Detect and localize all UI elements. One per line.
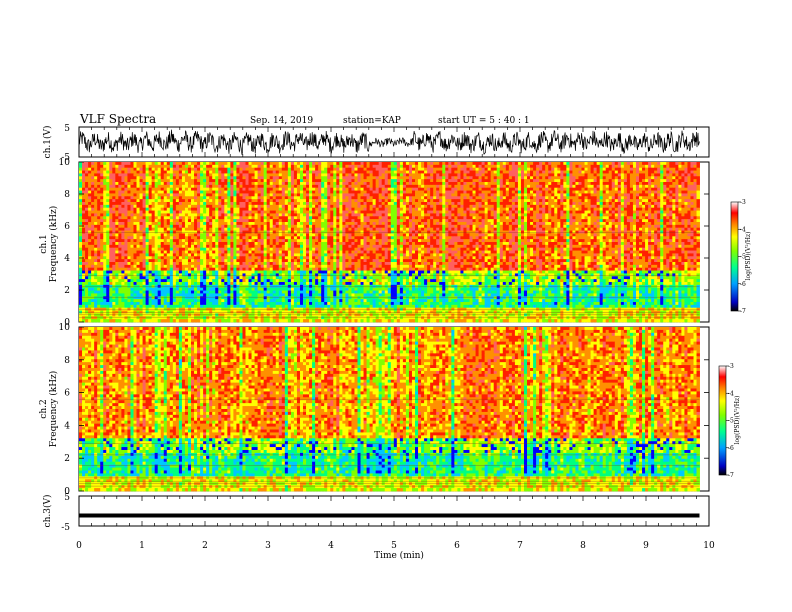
ch1-colorbar-ticks: -3 -4 -5 -6 -7	[738, 199, 746, 315]
ch2-colorbar-tick--4: -4	[728, 390, 734, 397]
ch2-spectrogram-yticks: 0 2 4 6 8 10	[59, 323, 709, 497]
ch1-frequency-ylabel: Frequency (kHz)	[48, 206, 59, 283]
time-tick-0: 0	[76, 541, 82, 551]
ch2-channel-label: ch.2	[39, 399, 49, 418]
ch1-spectrogram-yticks: 0 2 4 6 8 10	[59, 158, 709, 328]
start-time-label: start UT = 5 : 40 : 1	[438, 116, 530, 126]
ch1-waveform-ylabel: ch.1(V)	[42, 126, 53, 159]
ch1-colorbar-label: log(PSD)(V²/Hz)	[745, 232, 752, 281]
ch3-waveform-ylabel: ch.3(V)	[42, 495, 53, 528]
ch1-spec-ytick-0: 0	[64, 318, 70, 328]
ch1-colorbar-tick--6: -6	[740, 281, 746, 288]
ch1-ytick-top: 5	[64, 124, 70, 134]
ch1-colorbar-tick--4: -4	[740, 226, 746, 233]
ch2-colorbar-label: log(PSD)(V²/Hz)	[734, 396, 741, 445]
ch1-colorbar-tick--7: -7	[740, 308, 746, 315]
ch2-colorbar-bar	[718, 365, 727, 476]
ch2-colorbar-tick--7: -7	[728, 472, 734, 479]
ch2-spec-ytick-0: 0	[64, 487, 70, 497]
time-tick-1: 1	[139, 541, 145, 551]
ch3-ytick-top: 5	[64, 493, 70, 503]
time-tick-7: 7	[517, 541, 523, 551]
ch2-colorbar-tick--6: -6	[728, 445, 734, 452]
ch2-spec-ytick-8: 8	[64, 356, 70, 366]
ch1-channel-label: ch.1	[39, 234, 49, 253]
ch3-ytick-bottom: -5	[61, 523, 70, 533]
ch2-colorbar-tick--3: -3	[728, 363, 734, 370]
ch1-waveform-xticks	[78, 127, 710, 157]
station-label: station=KAP	[343, 116, 401, 126]
ch3-waveform-xticks	[78, 496, 710, 526]
time-tick-6: 6	[454, 541, 460, 551]
figure-title: VLF Spectra	[79, 112, 156, 126]
ch1-ytick-bottom: -5	[61, 153, 70, 163]
ch1-spec-ytick-8: 8	[64, 190, 70, 200]
ch1-colorbar-tick--5: -5	[740, 254, 746, 261]
time-tick-5: 5	[391, 541, 397, 551]
ch2-colorbar-tick--5: -5	[728, 418, 734, 425]
ch1-spec-ytick-2: 2	[64, 286, 70, 296]
time-tick-10: 10	[703, 541, 715, 551]
time-tick-3: 3	[265, 541, 271, 551]
ch2-colorbar: -3 -4 -5 -6 -7 log(PSD)(V²/Hz)	[718, 363, 741, 479]
ch1-colorbar: -3 -4 -5 -6 -7 log(PSD)(V²/Hz)	[730, 199, 752, 315]
time-axis-label: Time (min)	[374, 550, 424, 561]
ch1-waveform-panel: 5 -5 ch.1(V)	[42, 124, 710, 163]
ch1-spec-ytick-10: 10	[59, 158, 71, 168]
ch1-waveform-line	[79, 129, 700, 155]
ch2-frequency-ylabel: Frequency (kHz)	[48, 371, 59, 448]
ch1-colorbar-bar	[730, 201, 739, 312]
ch2-spectrogram-image	[79, 327, 700, 492]
ch2-spectrogram-panel: 0 2 4 6 8 10 ch.2 Frequency (kHz) -3 -4 -5 -6 -7 …	[39, 323, 741, 497]
ch1-spectrogram-panel: 0 2 4 6 8 10 ch.1 Frequency (kHz) -3 -4 -5 -6 -7 …	[39, 158, 752, 328]
time-tick-4: 4	[328, 541, 334, 551]
ch3-waveform-trace	[79, 513, 700, 518]
ch1-spec-ytick-6: 6	[64, 222, 70, 232]
time-tick-9: 9	[643, 541, 649, 551]
ch2-colorbar-ticks: -3 -4 -5 -6 -7	[726, 363, 734, 479]
time-tick-8: 8	[580, 541, 586, 551]
ch1-colorbar-tick--3: -3	[740, 199, 746, 206]
ch3-waveform-panel: 5 -5 ch.3(V)	[42, 493, 710, 533]
ch2-spec-ytick-6: 6	[64, 389, 70, 399]
ch1-spec-ytick-4: 4	[64, 254, 70, 264]
ch2-spec-ytick-4: 4	[64, 421, 70, 431]
ch2-spec-ytick-10: 10	[59, 323, 71, 333]
ch2-spec-ytick-2: 2	[64, 454, 70, 464]
ch1-spectrogram-image	[79, 162, 700, 323]
ch1-waveform-trace	[79, 129, 700, 155]
time-axis: 0 1 2 3 4 5 6 7 8 9 10	[76, 541, 715, 551]
date-label: Sep. 14, 2019	[250, 116, 313, 126]
time-tick-2: 2	[202, 541, 208, 551]
